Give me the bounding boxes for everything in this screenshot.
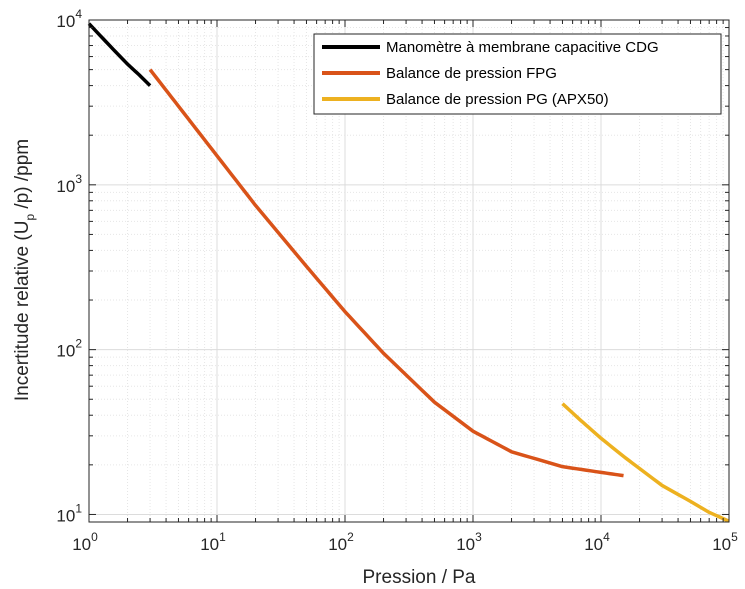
y-axis-label: Incertitude relative (Up /p) /ppm	[12, 139, 37, 401]
y-tick-label-base: 10	[56, 177, 75, 196]
x-tick-label-exponent: 1	[219, 530, 226, 544]
x-tick-label: 101	[200, 530, 226, 554]
x-axis-label: Pression / Pa	[363, 567, 476, 588]
y-axis-label-prefix: Incertitude relative (U	[12, 221, 33, 402]
y-tick-label: 103	[56, 172, 82, 196]
x-tick-label: 102	[328, 530, 354, 554]
y-axis-label-subscript: p	[23, 214, 37, 221]
x-tick-label-exponent: 4	[603, 530, 610, 544]
y-tick-label-base: 10	[56, 12, 75, 31]
series-line-fpg	[148, 68, 624, 478]
ticks	[88, 20, 729, 523]
y-tick-label: 104	[56, 7, 82, 31]
x-tick-label-base: 10	[72, 535, 91, 554]
x-tick-label-base: 10	[328, 535, 347, 554]
x-tick-labels: 100 101 102 103 104 105	[72, 530, 738, 554]
x-tick-label-exponent: 3	[475, 530, 482, 544]
x-tick-label: 100	[72, 530, 98, 554]
legend-label-fpg: Balance de pression FPG	[386, 65, 557, 82]
x-tick-label: 104	[584, 530, 610, 554]
y-tick-label-base: 10	[56, 506, 75, 525]
y-tick-label: 102	[56, 337, 82, 361]
legend-box	[313, 33, 722, 115]
y-axis-label-suffix: /p) /ppm	[12, 139, 33, 214]
series-lines	[87, 22, 730, 523]
x-tick-label-exponent: 2	[347, 530, 354, 544]
x-tick-label: 103	[456, 530, 482, 554]
x-tick-label-base: 10	[712, 535, 731, 554]
x-tick-label-exponent: 0	[91, 530, 98, 544]
legend-label-cdg: Manomètre à membrane capacitive CDG	[386, 39, 659, 56]
x-tick-label-base: 10	[456, 535, 475, 554]
x-tick-label: 105	[712, 530, 738, 554]
y-tick-label-base: 10	[56, 342, 75, 361]
y-tick-label: 101	[56, 501, 82, 525]
y-tick-label-exponent: 3	[75, 172, 82, 186]
legend: Manomètre à membrane capacitive CDG Bala…	[313, 33, 722, 115]
series-line-pg	[561, 402, 730, 523]
y-tick-label-exponent: 1	[75, 501, 82, 515]
x-tick-label-base: 10	[584, 535, 603, 554]
y-tick-label-exponent: 4	[75, 7, 82, 21]
series-line-cdg	[87, 22, 152, 87]
x-tick-label-base: 10	[200, 535, 219, 554]
x-tick-label-exponent: 5	[731, 530, 738, 544]
legend-label-pg: Balance de pression PG (APX50)	[386, 91, 609, 108]
y-tick-label-exponent: 2	[75, 337, 82, 351]
